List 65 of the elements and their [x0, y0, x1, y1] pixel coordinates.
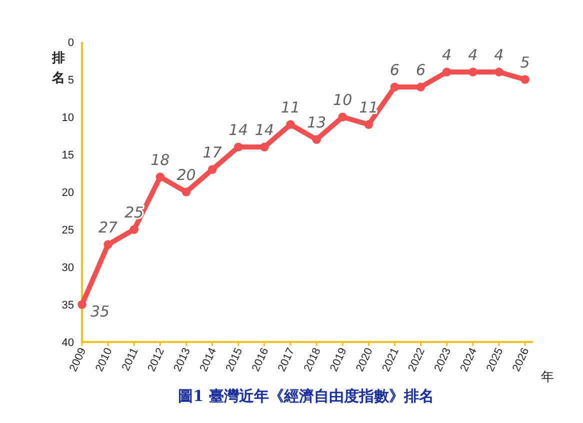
- data-label: 17: [202, 144, 222, 162]
- data-label: 5: [520, 54, 530, 72]
- data-label: 11: [359, 98, 378, 116]
- y-tick-label: 25: [62, 224, 74, 236]
- y-tick-label: 15: [62, 149, 74, 162]
- data-label: 4: [468, 46, 478, 64]
- data-label: 14: [254, 121, 274, 139]
- x-tick-label: 2026: [510, 346, 532, 374]
- x-tick-label: 2014: [198, 346, 220, 374]
- point: [104, 240, 112, 249]
- point: [156, 172, 165, 182]
- point: [78, 300, 86, 309]
- x-axis-title: 年: [541, 370, 554, 385]
- point: [130, 225, 138, 234]
- data-label: 6: [416, 61, 426, 79]
- x-tick-label: 2011: [120, 346, 141, 373]
- y-tick-label: 5: [68, 74, 74, 86]
- x-tick-label: 2010: [94, 346, 115, 374]
- x-tick-label: 2019: [328, 346, 350, 374]
- x-tick-label: 2025: [484, 346, 506, 374]
- data-label: 6: [390, 61, 400, 79]
- x-tick-label: 2012: [146, 346, 167, 374]
- y-tick-label: 20: [62, 186, 74, 199]
- data-label: 35: [90, 302, 110, 320]
- data-label: 27: [98, 218, 118, 236]
- data-label: 18: [150, 151, 170, 169]
- point: [442, 68, 452, 76]
- point: [520, 75, 530, 84]
- y-axis-title: 排名: [51, 51, 65, 86]
- x-tick-label: 2024: [458, 346, 480, 374]
- x-tick-label: 2015: [224, 346, 246, 374]
- point: [208, 165, 217, 174]
- data-label: 10: [333, 91, 352, 109]
- point: [416, 82, 426, 92]
- point: [234, 142, 243, 152]
- y-tick-label: 10: [62, 112, 74, 124]
- data-label: 4: [442, 46, 452, 64]
- x-tick-label: 2016: [250, 346, 272, 374]
- point: [260, 142, 269, 152]
- y-tick-label: 0: [68, 36, 74, 49]
- x-tick-label: 2021: [380, 346, 402, 374]
- x-tick-label: 2022: [406, 346, 428, 374]
- point: [286, 120, 295, 129]
- text: 圖1 臺灣近年《經濟自由度指數》排名: [178, 387, 434, 405]
- data-label: 13: [306, 114, 326, 132]
- point: [312, 135, 321, 144]
- data-label: 20: [176, 166, 196, 184]
- x-tick-label: 2023: [432, 346, 454, 374]
- x-tick-label: 2020: [354, 346, 376, 374]
- data-label: 14: [228, 121, 248, 139]
- x-tick-label: 2018: [302, 346, 324, 374]
- point: [182, 188, 191, 196]
- point: [338, 112, 347, 122]
- x-tick-label: 2009: [67, 346, 89, 374]
- x-tick-label: 2013: [172, 346, 193, 374]
- y-tick-label: 30: [62, 262, 74, 274]
- y-tick-label: 35: [62, 299, 74, 312]
- point: [390, 82, 400, 92]
- data-label: 11: [280, 98, 300, 116]
- point: [494, 68, 504, 76]
- point: [468, 68, 478, 76]
- y-tick-label: 40: [62, 336, 74, 349]
- x-tick-label: 2017: [276, 346, 298, 374]
- point: [364, 120, 374, 129]
- data-label: 4: [494, 46, 504, 64]
